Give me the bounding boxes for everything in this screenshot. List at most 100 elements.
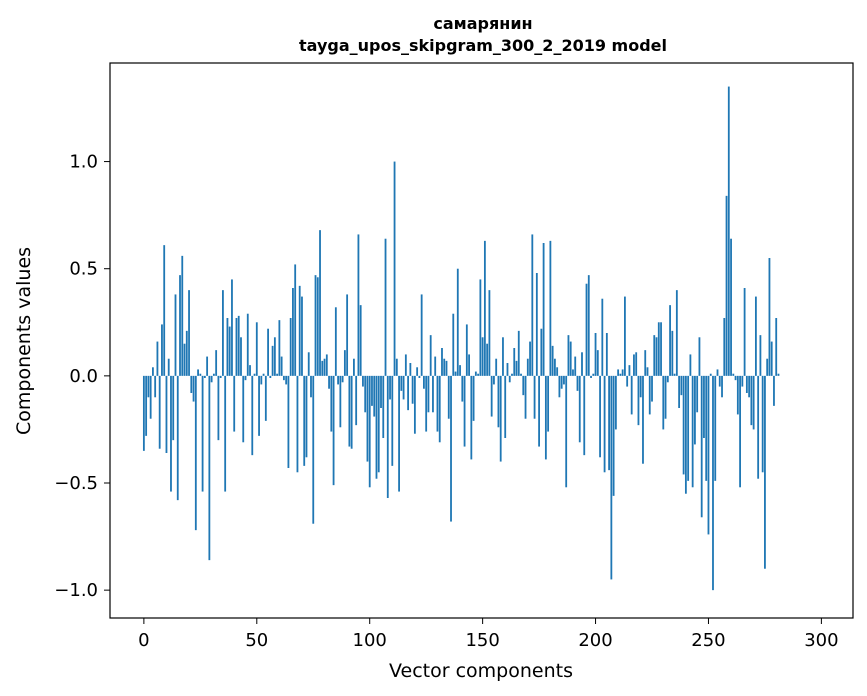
bar-281 <box>777 373 780 376</box>
bar-55 <box>267 328 269 376</box>
bar-229 <box>660 322 662 376</box>
bar-152 <box>486 343 489 376</box>
bar-145 <box>470 375 473 460</box>
bar-1 <box>145 375 148 436</box>
bar-68 <box>296 375 299 473</box>
bar-70 <box>301 296 303 376</box>
bar-29 <box>208 375 211 561</box>
bar-30 <box>210 375 213 383</box>
bar-85 <box>334 307 337 376</box>
bar-108 <box>386 375 389 498</box>
bar-279 <box>773 375 775 406</box>
bar-190 <box>572 369 574 376</box>
bar-48 <box>251 375 254 456</box>
bar-33 <box>217 375 220 441</box>
bar-76 <box>314 275 317 376</box>
bar-191 <box>574 356 577 376</box>
bar-243 <box>691 375 694 488</box>
bar-134 <box>445 360 448 376</box>
bar-168 <box>522 375 525 396</box>
bar-180 <box>549 240 552 376</box>
y-axis-ticks: −1.0 −0.5 0.0 0.5 1.0 <box>54 152 110 601</box>
bar-83 <box>330 375 333 432</box>
bar-230 <box>662 375 665 430</box>
bar-122 <box>418 375 421 378</box>
bar-263 <box>736 375 739 415</box>
bar-51 <box>258 375 260 436</box>
bar-50 <box>255 322 258 376</box>
x-tick-label: 50 <box>245 630 268 651</box>
bar-209 <box>614 375 617 430</box>
bar-200 <box>594 333 597 376</box>
bar-217 <box>633 354 635 376</box>
bar-236 <box>675 290 678 376</box>
bar-196 <box>585 283 588 376</box>
bars-group <box>142 86 780 591</box>
bar-154 <box>490 375 493 417</box>
bar-125 <box>425 375 428 432</box>
bar-21 <box>190 375 193 393</box>
bar-54 <box>264 375 267 421</box>
bar-261 <box>732 373 735 376</box>
bar-177 <box>542 243 545 376</box>
bar-247 <box>700 375 703 518</box>
bar-151 <box>483 240 486 376</box>
bar-119 <box>411 375 414 404</box>
bar-73 <box>307 352 310 376</box>
bar-31 <box>212 373 215 376</box>
bar-96 <box>359 305 362 376</box>
bar-253 <box>714 375 717 481</box>
bar-36 <box>224 375 227 492</box>
x-tick-label: 200 <box>578 630 612 651</box>
bar-189 <box>569 341 572 376</box>
bar-62 <box>282 375 285 381</box>
bar-87 <box>339 375 342 428</box>
bar-127 <box>429 335 432 376</box>
bar-81 <box>325 354 328 376</box>
bar-114 <box>400 375 403 391</box>
bar-52 <box>260 375 263 385</box>
bar-210 <box>617 369 620 376</box>
bar-192 <box>576 375 579 391</box>
bar-204 <box>603 375 606 473</box>
bar-89 <box>343 350 346 376</box>
bar-53 <box>262 373 265 376</box>
bar-234 <box>671 330 674 376</box>
bar-258 <box>725 195 728 376</box>
bar-201 <box>596 350 599 376</box>
bar-99 <box>366 375 369 462</box>
bar-126 <box>427 375 430 413</box>
bar-100 <box>368 375 371 488</box>
bar-72 <box>305 375 308 458</box>
bar-161 <box>506 363 509 376</box>
bar-221 <box>642 375 644 464</box>
bar-176 <box>540 328 543 376</box>
bar-133 <box>443 358 446 376</box>
bar-46 <box>246 313 249 376</box>
bar-15 <box>176 375 179 501</box>
bar-238 <box>680 375 683 396</box>
bar-3 <box>149 375 152 419</box>
bar-172 <box>531 234 534 376</box>
bar-22 <box>192 375 195 402</box>
bar-184 <box>558 375 561 398</box>
bar-91 <box>348 375 351 447</box>
x-tick-label: 150 <box>465 630 499 651</box>
bar-223 <box>646 367 649 376</box>
bar-129 <box>434 356 437 376</box>
bar-49 <box>253 373 256 376</box>
bar-175 <box>538 375 540 447</box>
bar-260 <box>730 238 732 376</box>
bar-178 <box>544 375 547 460</box>
bar-118 <box>409 363 412 376</box>
bar-93 <box>353 358 355 376</box>
bar-104 <box>377 375 380 473</box>
bar-78 <box>319 230 321 376</box>
bar-27 <box>203 375 206 378</box>
bar-47 <box>249 365 251 376</box>
bar-16 <box>179 275 181 376</box>
bar-115 <box>402 375 405 400</box>
bar-256 <box>721 375 723 398</box>
bar-197 <box>587 275 590 376</box>
